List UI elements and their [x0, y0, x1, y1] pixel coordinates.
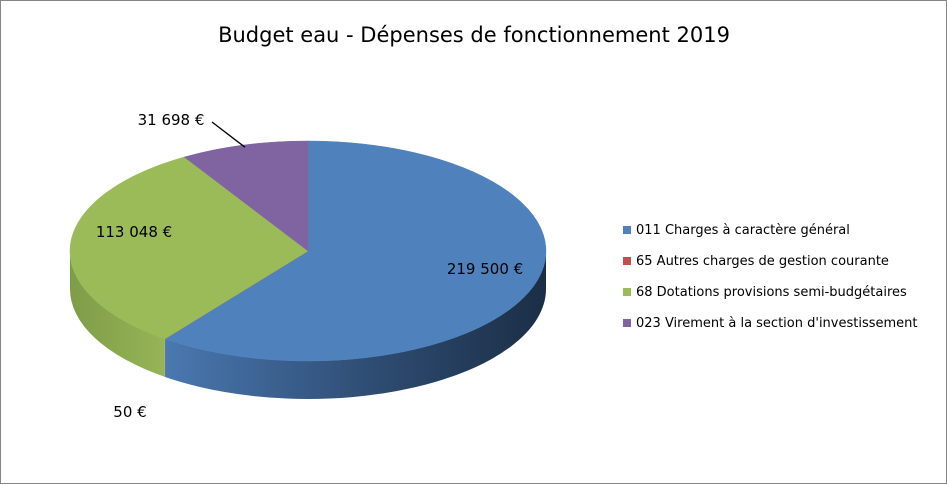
legend-entry-68-dotations-provisions-semi-budgetaires: 68 Dotations provisions semi-budgétaires [636, 285, 907, 300]
legend-swatch-68-dotations-provisions-semi-budgetaires [623, 288, 631, 296]
legend-swatch-011-charges-a-caractere-general [623, 226, 631, 234]
leader-line-023-virement-a-la-section-d-investissement [212, 122, 245, 147]
data-label-011-charges-a-caractere-general: 219 500 € [447, 260, 523, 278]
chart-title: Budget eau - Dépenses de fonctionnement … [218, 23, 730, 47]
data-label-65-autres-charges-de-gestion-courante: 50 € [113, 403, 146, 421]
legend-entry-65-autres-charges-de-gestion-courante: 65 Autres charges de gestion courante [636, 254, 889, 269]
data-label-023-virement-a-la-section-d-investissement: 31 698 € [138, 111, 205, 129]
legend-swatch-023-virement-a-la-section-d-investissement [623, 319, 631, 327]
legend-entry-011-charges-a-caractere-general: 011 Charges à caractère général [636, 223, 850, 238]
legend: 011 Charges à caractère général 65 Autres… [623, 223, 918, 331]
leader-lines [212, 122, 245, 147]
data-label-68-dotations-provisions-semi-budgetaires: 113 048 € [96, 223, 172, 241]
legend-swatch-65-autres-charges-de-gestion-courante [623, 257, 631, 265]
pie-top-faces [70, 141, 546, 361]
legend-entry-023-virement-a-la-section-d-investissement: 023 Virement à la section d'investisseme… [636, 316, 918, 331]
